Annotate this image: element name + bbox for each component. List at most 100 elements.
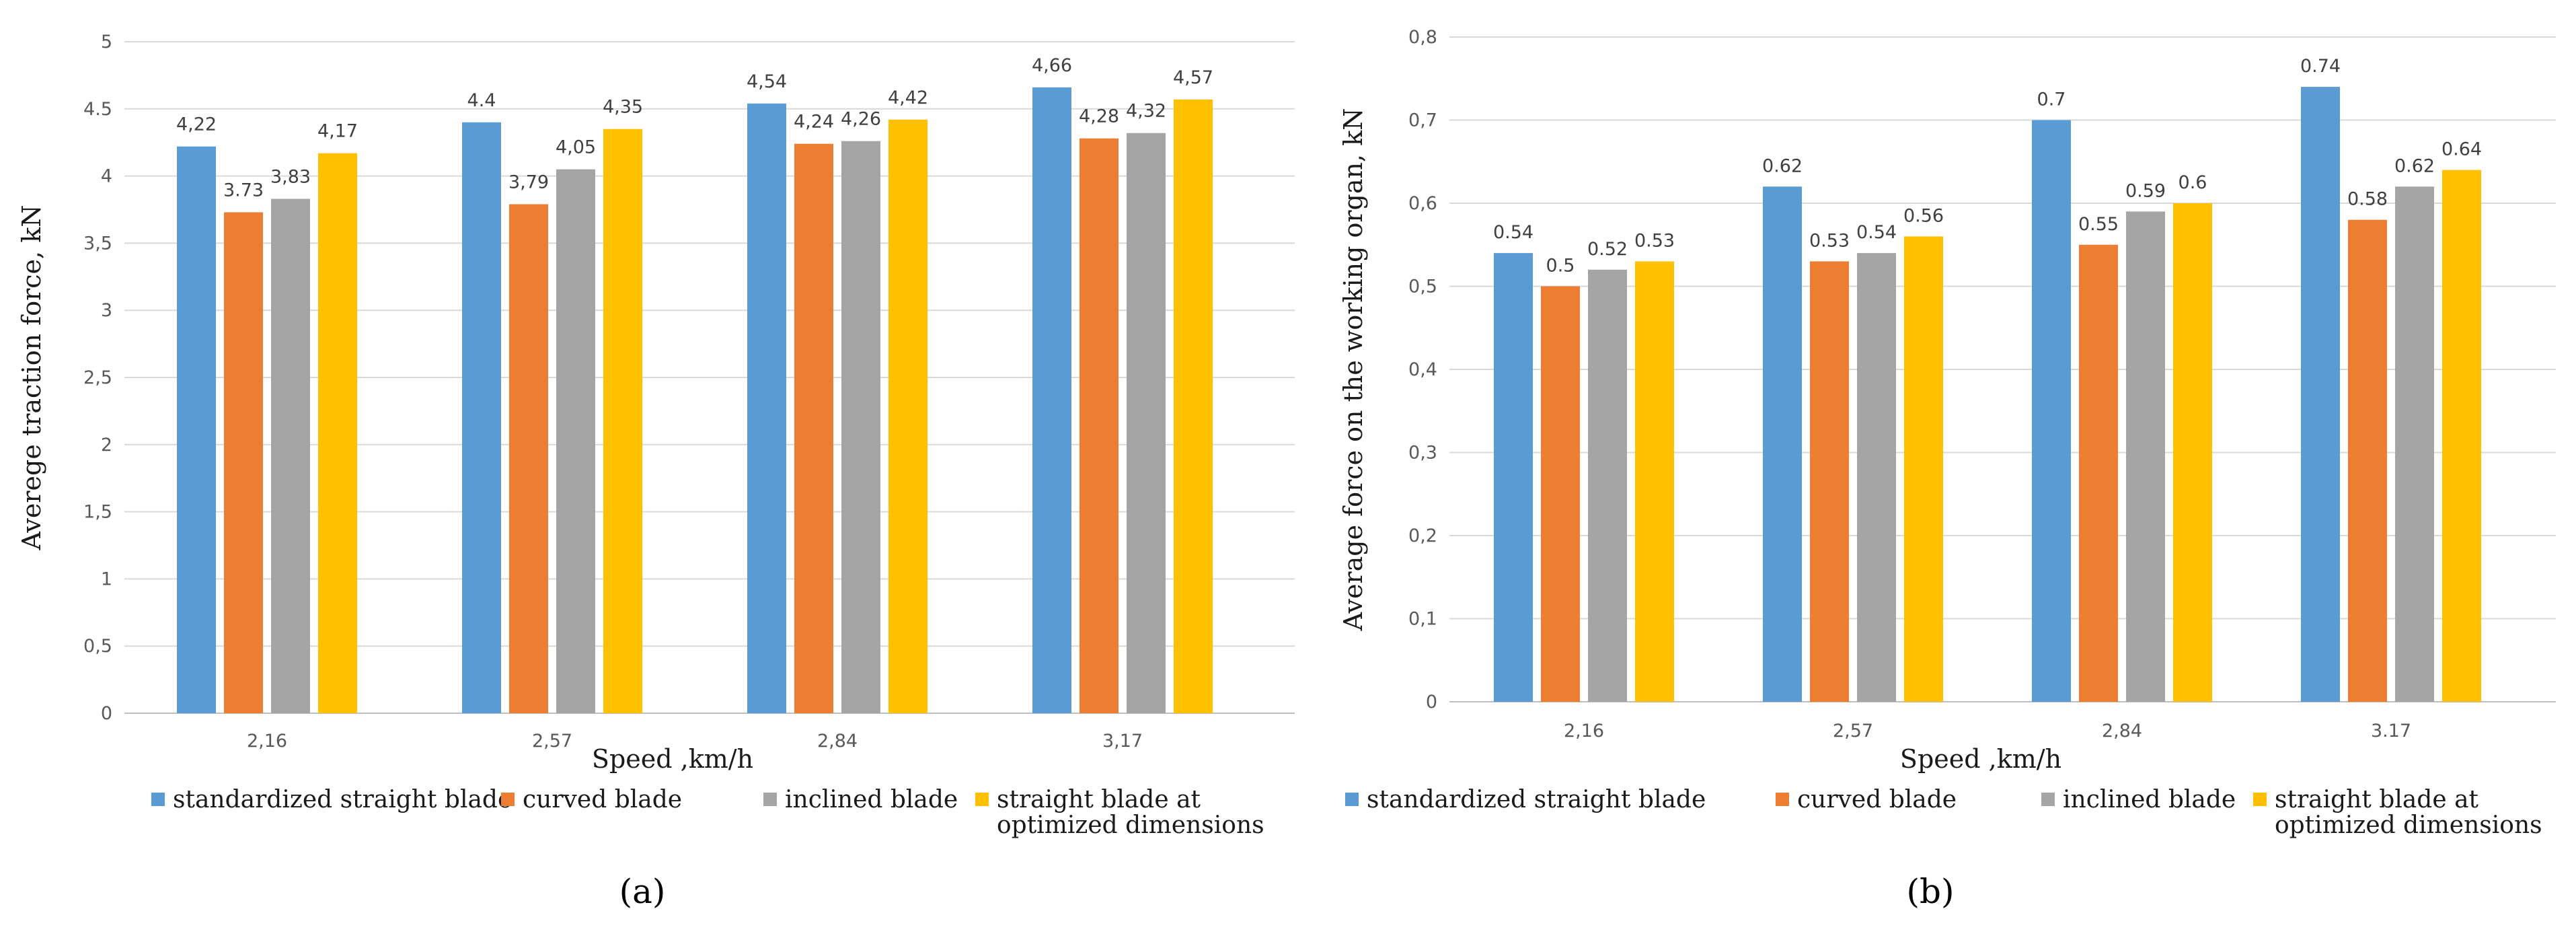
bar xyxy=(2032,120,2071,702)
data-label: 0.6 xyxy=(2179,172,2207,193)
data-label: 4,26 xyxy=(841,109,881,130)
bar xyxy=(794,143,833,714)
data-label: 4,66 xyxy=(1032,55,1072,76)
legend-swatch xyxy=(763,793,777,806)
data-label: 4,28 xyxy=(1079,106,1119,127)
y-tick-label: 0,2 xyxy=(1408,525,1437,546)
data-label: 0.5 xyxy=(1546,256,1575,277)
data-label: 4,22 xyxy=(176,114,217,135)
y-axis-title: Averege traction force, kN xyxy=(17,205,46,551)
x-tick-label: 2,16 xyxy=(247,731,287,752)
y-tick-label: 0,5 xyxy=(83,636,112,657)
data-label: 0.53 xyxy=(1809,230,1850,251)
bar xyxy=(1494,253,1533,702)
legend-swatch xyxy=(975,793,989,806)
bar xyxy=(2126,211,2165,702)
data-label: 4,24 xyxy=(794,112,834,133)
data-label: 0.64 xyxy=(2441,139,2482,160)
bar xyxy=(1079,138,1119,713)
x-tick-label: 2,57 xyxy=(532,731,572,752)
legend-label: curved blade xyxy=(1797,786,1957,813)
data-label: 0.74 xyxy=(2300,56,2341,77)
bar xyxy=(747,103,786,714)
data-label: 0.54 xyxy=(1856,222,1897,243)
data-label: 0.59 xyxy=(2125,180,2166,201)
bar xyxy=(224,212,263,713)
data-label: 0.62 xyxy=(2394,155,2435,176)
bar xyxy=(1857,253,1896,702)
legend-swatch xyxy=(2253,793,2267,806)
y-tick-label: 2,5 xyxy=(83,367,112,388)
legend-label: inclined blade xyxy=(2063,786,2236,813)
y-tick-label: 1,5 xyxy=(83,502,112,523)
data-label: 4,05 xyxy=(556,137,596,158)
x-tick-label: 3,17 xyxy=(1102,731,1143,752)
legend-swatch xyxy=(2041,793,2055,806)
data-label: 4,42 xyxy=(888,87,928,108)
data-label: 3.73 xyxy=(223,180,264,201)
bar xyxy=(1032,87,1071,713)
bar xyxy=(509,204,548,713)
data-label: 0.58 xyxy=(2347,189,2388,210)
bar xyxy=(1127,133,1166,713)
data-label: 0.52 xyxy=(1587,239,1628,260)
bar xyxy=(1904,236,1943,702)
legend-swatch xyxy=(1776,793,1789,806)
y-tick-label: 0,8 xyxy=(1408,27,1437,48)
legend-label: straight blade at optimized dimensions xyxy=(2275,786,2542,839)
data-label: 0.56 xyxy=(1903,205,1944,226)
data-label: 0.53 xyxy=(1634,230,1675,251)
bar xyxy=(603,129,642,714)
bar xyxy=(1541,286,1580,702)
y-tick-label: 0,7 xyxy=(1408,110,1437,131)
chart-panel-b: 0 0,1 0,2 0,3 0,4 0,5 0,6 0,7 0,8 0.54 0.5 0.52 0.53… xyxy=(1338,27,2556,911)
y-tick-label: 0,1 xyxy=(1408,609,1437,630)
bar xyxy=(2442,170,2481,702)
data-label: 3,79 xyxy=(508,172,549,193)
legend-label: straight blade at optimized dimensions xyxy=(997,786,1264,839)
y-tick-label: 0,3 xyxy=(1408,443,1437,464)
data-label: 0.7 xyxy=(2037,89,2066,110)
bar xyxy=(2173,203,2212,702)
x-tick-label: 2,84 xyxy=(817,731,858,752)
legend-swatch xyxy=(1345,793,1359,806)
panel-caption: (a) xyxy=(619,872,666,911)
bar xyxy=(888,119,927,713)
y-tick-label: 0,5 xyxy=(1408,277,1437,297)
bar xyxy=(2395,186,2434,702)
legend-swatch xyxy=(151,793,165,806)
bar xyxy=(2348,219,2387,702)
x-tick-label: 2,57 xyxy=(1833,721,1873,741)
y-tick-label: 4.5 xyxy=(83,99,112,120)
data-label: 4,17 xyxy=(317,121,358,142)
x-axis-title: Speed ,km/h xyxy=(1900,744,2061,774)
bar xyxy=(1763,186,1802,702)
y-tick-label: 0,4 xyxy=(1408,359,1437,380)
x-tick-label: 3.17 xyxy=(2371,721,2411,741)
y-tick-label: 1 xyxy=(101,569,112,589)
legend-label: curved blade xyxy=(523,786,682,813)
data-label: 0.62 xyxy=(1762,155,1803,176)
data-label: 4,35 xyxy=(603,97,643,118)
bar xyxy=(1588,269,1627,702)
data-label: 4,57 xyxy=(1173,67,1213,88)
y-tick-label: 0,6 xyxy=(1408,193,1437,214)
bar xyxy=(556,169,595,713)
legend-label: standardized straight blade xyxy=(173,786,512,813)
y-tick-label: 3,5 xyxy=(83,233,112,254)
legend-label: standardized straight blade xyxy=(1367,786,1706,813)
x-tick-label: 2,84 xyxy=(2102,721,2142,741)
bar xyxy=(271,198,310,714)
bar xyxy=(177,146,216,714)
data-label: 4,32 xyxy=(1126,101,1166,122)
legend-swatch xyxy=(501,793,515,806)
y-tick-label: 4 xyxy=(101,166,112,187)
bar xyxy=(318,153,357,714)
x-axis-title: Speed ,km/h xyxy=(592,744,753,774)
y-tick-label: 5 xyxy=(101,32,112,52)
bar xyxy=(2301,87,2340,702)
legend-label: inclined blade xyxy=(785,786,958,813)
y-tick-label: 0 xyxy=(101,703,112,724)
data-label: 4.4 xyxy=(467,90,496,111)
